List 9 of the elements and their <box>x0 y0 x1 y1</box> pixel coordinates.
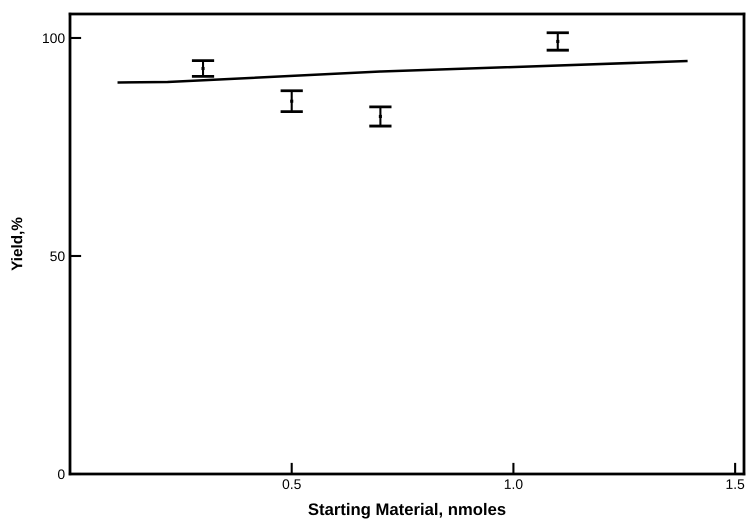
y-tick-label: 100 <box>43 33 65 44</box>
x-tick-label: 0.5 <box>282 479 301 490</box>
line-series <box>118 60 688 84</box>
x-axis-title: Starting Material, nmoles <box>308 502 506 519</box>
y-tick-label: 50 <box>50 251 65 262</box>
x-tick-label: 1.5 <box>726 479 744 490</box>
y-tick-label: 0 <box>58 469 65 480</box>
y-axis-title: Yield,% <box>11 218 24 271</box>
x-tick-label: 1.0 <box>504 479 523 490</box>
